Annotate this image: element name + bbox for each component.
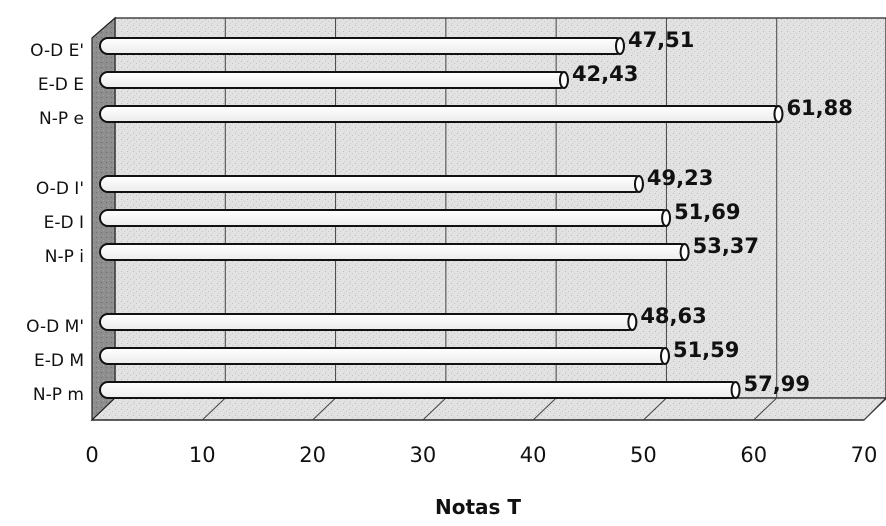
category-label: E-D E (38, 75, 84, 95)
x-tick-label: 40 (520, 443, 547, 467)
x-tick-label: 70 (851, 443, 878, 467)
y-axis-category-labels: O-D E' E-D E N-P e O-D I' E-D I N-P i O-D M' E-… (26, 41, 84, 405)
value-label: 47,51 (628, 28, 694, 52)
value-labels: 47,51 42,43 61,88 49,23 51,69 53,37 48,63 51,59… (572, 28, 853, 396)
value-label: 48,63 (640, 304, 706, 328)
x-tick-label: 50 (630, 443, 657, 467)
value-label: 49,23 (647, 166, 713, 190)
bar (99, 313, 638, 331)
floor-gridline (201, 397, 226, 421)
category-label: E-D I (44, 213, 84, 233)
bar (99, 381, 741, 399)
x-axis-title: Notas T (435, 495, 521, 519)
floor-gridline (532, 397, 557, 421)
bar (99, 175, 644, 193)
category-label: N-P i (45, 247, 84, 267)
bar-end-cap (679, 243, 690, 261)
floor-gridline (312, 397, 336, 421)
bar (99, 37, 625, 55)
bars (99, 37, 784, 399)
plot-floor (90, 397, 886, 421)
floor-gridline (643, 397, 667, 421)
bar-end-cap (659, 347, 670, 365)
bar (99, 347, 670, 365)
value-label: 42,43 (572, 62, 638, 86)
bar (99, 243, 690, 261)
x-tick-label: 0 (85, 443, 98, 467)
value-label: 53,37 (693, 234, 759, 258)
bar-end-cap (614, 37, 625, 55)
x-tick-label: 60 (740, 443, 767, 467)
bar-end-cap (633, 175, 644, 193)
category-label: N-P m (33, 385, 84, 405)
category-label: O-D I' (36, 179, 84, 199)
x-tick-label: 10 (189, 443, 216, 467)
x-tick-label: 30 (409, 443, 436, 467)
category-label: O-D M' (26, 317, 84, 337)
x-tick-label: 20 (299, 443, 326, 467)
bar-end-cap (730, 381, 741, 399)
bar (99, 105, 784, 123)
bar-end-cap (627, 313, 638, 331)
bar (99, 71, 569, 89)
x-axis-tick-labels: 0 10 20 30 40 50 60 70 (85, 443, 877, 467)
bar-end-cap (558, 71, 569, 89)
bar (99, 209, 672, 227)
floor-gridline (422, 397, 447, 421)
value-label: 61,88 (786, 96, 852, 120)
value-label: 57,99 (744, 372, 810, 396)
value-label: 51,69 (674, 200, 740, 224)
value-label: 51,59 (673, 338, 739, 362)
category-label: E-D M (34, 351, 84, 371)
floor-gridline (863, 398, 886, 421)
bar-end-cap (773, 105, 784, 123)
floor-gridline (753, 397, 778, 421)
category-label: O-D E' (30, 41, 84, 61)
category-label: N-P e (39, 109, 84, 129)
bar-end-cap (661, 209, 672, 227)
